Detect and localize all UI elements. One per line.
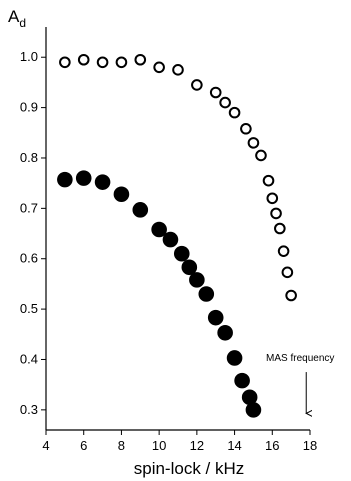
y-axis-label-sub: d bbox=[19, 16, 26, 30]
y-tick-label: 0.9 bbox=[20, 100, 38, 115]
open-data-point bbox=[277, 245, 290, 257]
filled-data-point bbox=[207, 309, 224, 326]
filled-data-point bbox=[226, 350, 243, 366]
open-data-point bbox=[228, 106, 241, 119]
open-data-point bbox=[247, 137, 260, 149]
open-data-point bbox=[262, 174, 275, 187]
filled-data-point bbox=[94, 174, 111, 190]
y-axis-label: Ad bbox=[8, 7, 26, 30]
open-data-point bbox=[285, 289, 297, 302]
open-data-point bbox=[77, 53, 90, 66]
open-data-point bbox=[115, 56, 128, 69]
x-tick-label: 16 bbox=[265, 438, 279, 453]
x-tick-label: 8 bbox=[118, 438, 125, 453]
open-data-point bbox=[191, 79, 203, 91]
filled-data-point bbox=[75, 170, 92, 186]
filled-data-point bbox=[189, 272, 205, 288]
open-data-point bbox=[59, 56, 71, 69]
open-data-point bbox=[96, 56, 109, 69]
x-axis-label: spin-lock / kHz bbox=[134, 459, 245, 478]
filled-data-point bbox=[173, 245, 190, 262]
y-axis-label-main: A bbox=[8, 7, 20, 26]
x-tick-label: 14 bbox=[227, 438, 241, 453]
open-data-point bbox=[255, 149, 267, 162]
filled-data-point bbox=[217, 324, 233, 341]
y-tick-label: 0.4 bbox=[20, 351, 38, 366]
open-data-point bbox=[270, 207, 282, 220]
x-tick-label: 6 bbox=[80, 438, 87, 453]
filled-data-point bbox=[151, 221, 167, 238]
series-open bbox=[59, 53, 297, 302]
filled-data-point bbox=[181, 259, 198, 276]
y-tick-label: 0.5 bbox=[20, 301, 38, 316]
open-data-point bbox=[240, 122, 252, 135]
x-tick-label: 18 bbox=[303, 438, 317, 453]
open-data-point bbox=[266, 192, 279, 205]
series-filled bbox=[57, 170, 262, 418]
filled-data-point bbox=[162, 231, 179, 248]
filled-data-point bbox=[245, 402, 262, 418]
mas-frequency-annotation: MAS frequency bbox=[266, 353, 334, 413]
y-tick-label: 0.3 bbox=[20, 402, 38, 417]
filled-data-point bbox=[198, 286, 215, 302]
y-ticks: 0.3 0.4 0.5 0.6 0.7 0.8 0.9 1.0 bbox=[20, 49, 46, 417]
open-data-point bbox=[153, 61, 165, 74]
filled-data-point bbox=[57, 171, 73, 188]
filled-data-point bbox=[113, 186, 130, 203]
filled-data-point bbox=[132, 202, 149, 218]
x-tick-label: 4 bbox=[42, 438, 49, 453]
open-data-point bbox=[209, 86, 222, 99]
plot-frame bbox=[45, 27, 310, 431]
y-tick-label: 0.6 bbox=[20, 251, 38, 266]
x-tick-label: 10 bbox=[152, 438, 166, 453]
open-data-point bbox=[134, 53, 147, 66]
x-ticks: 4 6 8 10 12 14 16 18 bbox=[42, 430, 317, 453]
y-tick-label: 1.0 bbox=[20, 49, 38, 64]
y-tick-label: 0.7 bbox=[20, 200, 38, 215]
y-tick-label: 0.8 bbox=[20, 150, 38, 165]
open-data-point bbox=[219, 96, 231, 109]
series-layer bbox=[57, 53, 297, 418]
open-data-point bbox=[281, 266, 294, 279]
x-tick-label: 12 bbox=[190, 438, 204, 453]
open-data-point bbox=[274, 222, 286, 235]
mas-frequency-label: MAS frequency bbox=[266, 353, 334, 364]
filled-data-point bbox=[234, 372, 250, 389]
open-data-point bbox=[172, 64, 184, 76]
